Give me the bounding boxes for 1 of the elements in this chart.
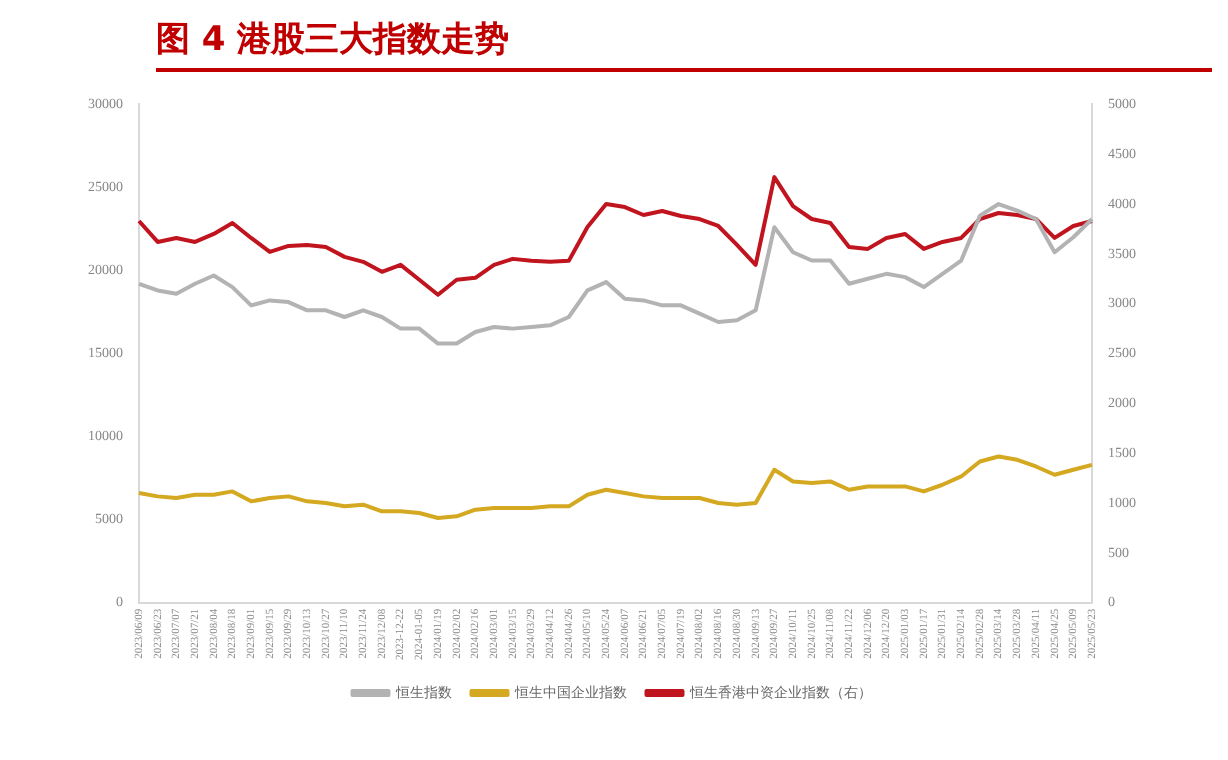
chart-title: 图 4 港股三大指数走势 bbox=[156, 18, 510, 62]
